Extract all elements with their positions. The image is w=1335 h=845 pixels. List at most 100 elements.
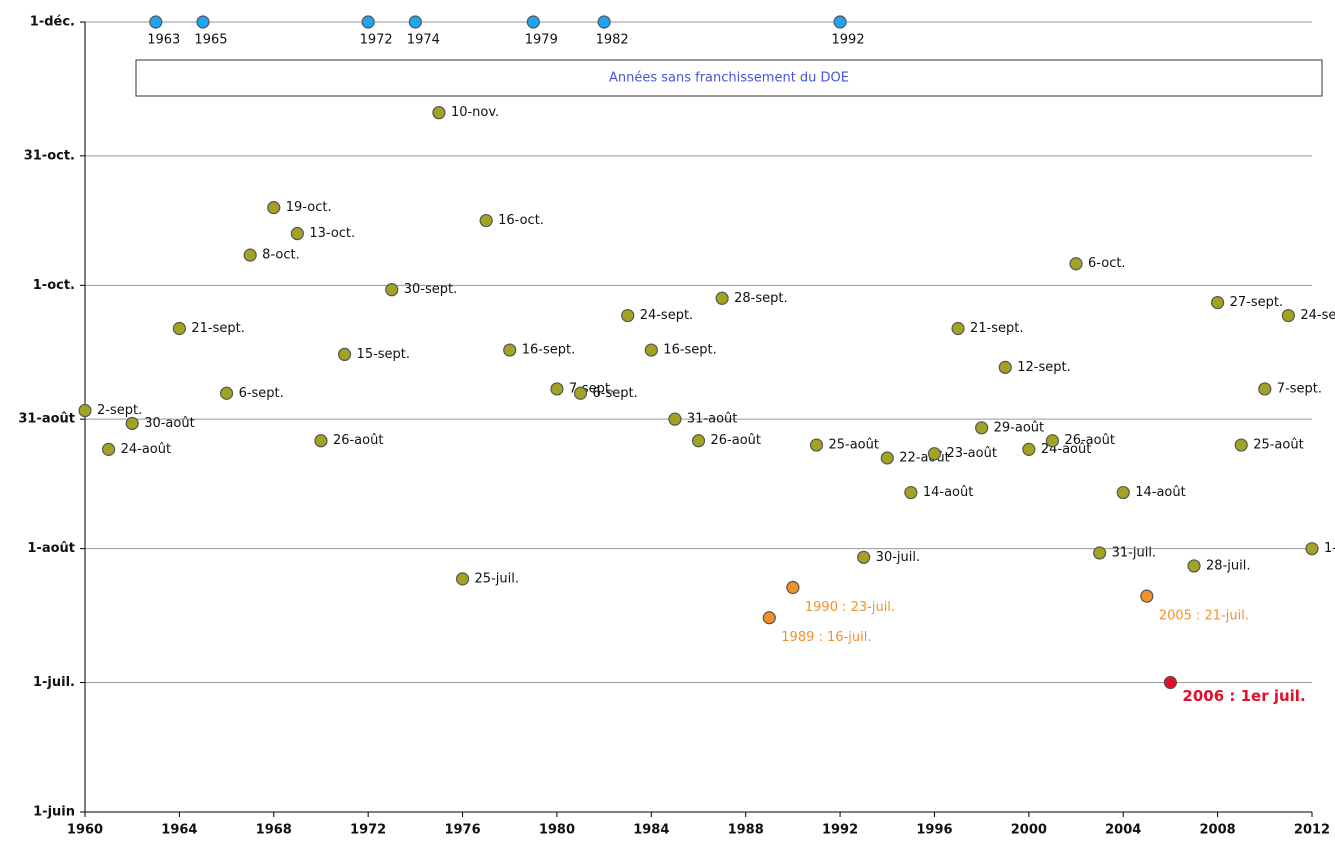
point bbox=[408, 15, 422, 29]
point bbox=[833, 15, 847, 29]
data-label: 14-août bbox=[1135, 485, 1186, 500]
data-label: 6-sept. bbox=[593, 386, 638, 401]
year-label: 1979 bbox=[525, 33, 558, 48]
data-label: 25-août bbox=[828, 438, 879, 453]
point bbox=[385, 283, 399, 297]
point bbox=[762, 611, 776, 625]
x-tick-label: 1980 bbox=[539, 823, 575, 838]
point bbox=[196, 15, 210, 29]
point bbox=[597, 15, 611, 29]
point bbox=[786, 580, 800, 595]
data-label: 19-oct. bbox=[286, 200, 332, 215]
data-label: 2-sept. bbox=[97, 403, 142, 418]
data-label: 26-août bbox=[333, 433, 384, 448]
point bbox=[1163, 675, 1178, 690]
point bbox=[503, 343, 517, 357]
point bbox=[809, 438, 824, 452]
point bbox=[1281, 308, 1296, 323]
point bbox=[337, 347, 352, 362]
point bbox=[526, 15, 540, 29]
y-tick-label: 1-août bbox=[27, 541, 75, 556]
x-tick-label: 2012 bbox=[1294, 823, 1330, 838]
data-label: 6-oct. bbox=[1088, 256, 1126, 271]
point bbox=[172, 321, 186, 336]
y-tick-label: 1-juin bbox=[33, 805, 75, 820]
point bbox=[951, 321, 965, 336]
point bbox=[904, 485, 918, 500]
point bbox=[975, 421, 989, 435]
data-label: 14-août bbox=[923, 485, 974, 500]
point bbox=[927, 447, 942, 461]
point bbox=[1093, 546, 1107, 560]
data-label: 16-sept. bbox=[663, 343, 717, 358]
x-tick-label: 1996 bbox=[916, 823, 952, 838]
point bbox=[1022, 442, 1036, 456]
year-label: 1965 bbox=[194, 33, 227, 48]
point bbox=[715, 291, 729, 305]
point bbox=[550, 382, 564, 396]
data-label: 13-oct. bbox=[309, 226, 355, 241]
x-tick-label: 1964 bbox=[161, 823, 197, 838]
data-label: 15-sept. bbox=[357, 347, 411, 362]
point bbox=[644, 343, 658, 357]
point bbox=[1211, 296, 1225, 310]
point bbox=[479, 213, 493, 228]
data-label: 30-sept. bbox=[404, 282, 458, 297]
data-label: 28-juil. bbox=[1206, 558, 1250, 573]
data-label: 31-juil. bbox=[1112, 545, 1156, 560]
point bbox=[691, 434, 706, 448]
y-tick-label: 1-juil. bbox=[33, 675, 75, 690]
x-tick-label: 1976 bbox=[444, 823, 480, 838]
point bbox=[1140, 589, 1154, 603]
data-label: 25-août bbox=[1253, 438, 1304, 453]
point bbox=[668, 412, 682, 426]
data-label: 10-nov. bbox=[451, 105, 499, 120]
point bbox=[149, 15, 163, 29]
point bbox=[78, 403, 92, 418]
data-label: 7-sept. bbox=[1277, 381, 1322, 396]
data-label: 22-août bbox=[899, 451, 950, 466]
legend-label: Années sans franchissement du DOE bbox=[609, 71, 849, 86]
data-label: 24-août bbox=[121, 442, 172, 457]
point bbox=[1234, 438, 1248, 452]
data-label: 31-août bbox=[687, 412, 738, 427]
x-tick-label: 1988 bbox=[728, 823, 764, 838]
point bbox=[1069, 257, 1083, 271]
point bbox=[573, 386, 588, 400]
x-tick-label: 1972 bbox=[350, 823, 386, 838]
point bbox=[314, 434, 328, 448]
data-label: 26-août bbox=[711, 433, 762, 448]
y-tick-label: 1-oct. bbox=[33, 278, 75, 293]
point bbox=[243, 248, 257, 262]
x-tick-label: 2000 bbox=[1011, 823, 1047, 838]
point bbox=[1305, 542, 1319, 556]
data-label: 2006 : 1er juil. bbox=[1182, 687, 1305, 705]
data-label: 2005 : 21-juil. bbox=[1159, 609, 1249, 624]
point bbox=[1187, 559, 1201, 573]
data-label: 30-juil. bbox=[876, 550, 920, 565]
data-label: 23-août bbox=[946, 446, 997, 461]
x-tick-label: 1984 bbox=[633, 823, 669, 838]
data-label: 30-août bbox=[144, 416, 195, 431]
y-tick-label: 31-août bbox=[18, 412, 75, 427]
point bbox=[361, 15, 375, 29]
data-label: 21-sept. bbox=[970, 321, 1024, 336]
point bbox=[101, 442, 116, 456]
year-label: 1992 bbox=[832, 33, 865, 48]
legend-box bbox=[135, 59, 1323, 97]
data-label: 1990 : 23-juil. bbox=[805, 600, 895, 615]
point bbox=[998, 360, 1012, 374]
data-label: 1989 : 16-juil. bbox=[781, 630, 871, 645]
year-label: 1972 bbox=[360, 33, 393, 48]
x-tick-label: 2004 bbox=[1105, 823, 1141, 838]
x-tick-label: 2008 bbox=[1200, 823, 1236, 838]
data-label: 27-sept. bbox=[1230, 295, 1284, 310]
data-label: 6-sept. bbox=[239, 386, 284, 401]
point bbox=[1045, 434, 1060, 448]
point bbox=[432, 106, 446, 120]
year-label: 1982 bbox=[596, 33, 629, 48]
point bbox=[267, 201, 281, 215]
data-label: 24-sept. bbox=[640, 308, 694, 323]
data-label: 12-sept. bbox=[1017, 360, 1071, 375]
